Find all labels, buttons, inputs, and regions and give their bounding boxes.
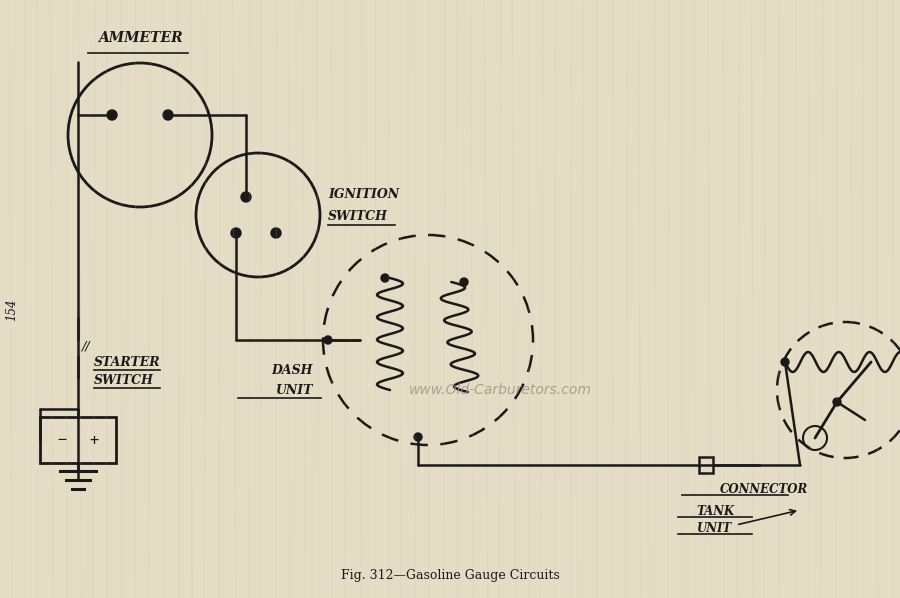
Text: UNIT: UNIT: [696, 522, 731, 535]
Circle shape: [460, 278, 468, 286]
Text: www.Old-Carburetors.com: www.Old-Carburetors.com: [409, 383, 591, 397]
Text: AMMETER: AMMETER: [98, 31, 183, 45]
Circle shape: [781, 358, 789, 366]
Text: TANK: TANK: [696, 505, 734, 518]
Bar: [40, 417, 116, 463]
Circle shape: [231, 228, 241, 238]
Text: 154: 154: [5, 299, 19, 321]
Text: DASH: DASH: [272, 364, 313, 377]
Text: Fig. 312—Gasoline Gauge Circuits: Fig. 312—Gasoline Gauge Circuits: [340, 569, 560, 582]
Circle shape: [107, 110, 117, 120]
Text: −: −: [58, 432, 67, 447]
Circle shape: [414, 433, 422, 441]
Text: UNIT: UNIT: [275, 383, 313, 396]
Circle shape: [324, 336, 332, 344]
Circle shape: [833, 398, 841, 406]
Text: //: //: [82, 340, 94, 352]
Circle shape: [271, 228, 281, 238]
Text: STARTER: STARTER: [94, 356, 160, 369]
Bar: [699, 457, 713, 473]
Text: +: +: [89, 432, 99, 447]
Circle shape: [381, 274, 389, 282]
Text: SWITCH: SWITCH: [94, 374, 154, 387]
Text: SWITCH: SWITCH: [328, 210, 388, 224]
Text: CONNECTOR: CONNECTOR: [720, 483, 808, 496]
Text: IGNITION: IGNITION: [328, 188, 399, 202]
Circle shape: [241, 192, 251, 202]
Circle shape: [163, 110, 173, 120]
